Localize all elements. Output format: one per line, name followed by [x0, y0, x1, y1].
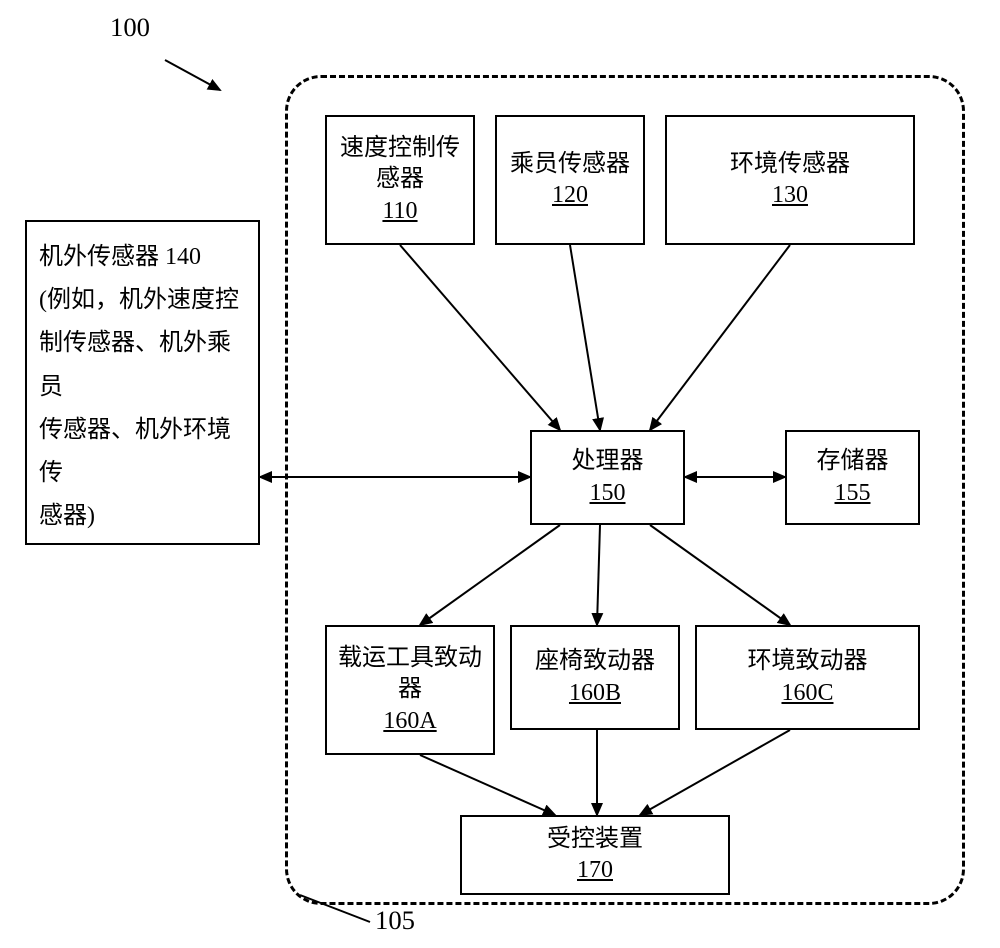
box-110-title: 速度控制传感器	[333, 133, 467, 195]
box-170-num: 170	[577, 855, 613, 886]
box-140-line2: (例如，机外速度控	[39, 279, 239, 322]
box-110-num: 110	[382, 196, 417, 227]
box-150-processor: 处理器 150	[530, 430, 685, 525]
box-120-occupant-sensor: 乘员传感器 120	[495, 115, 645, 245]
box-120-title: 乘员传感器	[510, 149, 630, 180]
box-150-title: 处理器	[572, 446, 644, 477]
box-160b-num: 160B	[569, 678, 621, 709]
box-155-num: 155	[835, 478, 871, 509]
box-155-title: 存储器	[817, 446, 889, 477]
box-140-line5: 感器)	[39, 495, 95, 538]
box-130-title: 环境传感器	[730, 149, 850, 180]
box-170-title: 受控装置	[547, 824, 643, 855]
box-170-controlled-device: 受控装置 170	[460, 815, 730, 895]
box-155-memory: 存储器 155	[785, 430, 920, 525]
box-130-environment-sensor: 环境传感器 130	[665, 115, 915, 245]
figure-label-105: 105	[375, 905, 415, 936]
box-160b-seat-actuator: 座椅致动器 160B	[510, 625, 680, 730]
box-140-line4: 传感器、机外环境传	[39, 409, 246, 495]
box-150-num: 150	[590, 478, 626, 509]
box-160b-title: 座椅致动器	[535, 646, 655, 677]
figure-label-100: 100	[110, 12, 150, 43]
box-160c-environment-actuator: 环境致动器 160C	[695, 625, 920, 730]
box-140-offboard-sensors: 机外传感器 140 (例如，机外速度控 制传感器、机外乘员 传感器、机外环境传 …	[25, 220, 260, 545]
box-160a-vehicle-actuator: 载运工具致动器 160A	[325, 625, 495, 755]
box-160c-num: 160C	[781, 678, 833, 709]
box-120-num: 120	[552, 180, 588, 211]
box-160a-title: 载运工具致动器	[333, 643, 487, 705]
box-130-num: 130	[772, 180, 808, 211]
box-140-line3: 制传感器、机外乘员	[39, 322, 246, 408]
box-160c-title: 环境致动器	[748, 646, 868, 677]
box-110-speed-control-sensor: 速度控制传感器 110	[325, 115, 475, 245]
box-160a-num: 160A	[383, 706, 436, 737]
box-140-line1: 机外传感器 140	[39, 236, 201, 279]
